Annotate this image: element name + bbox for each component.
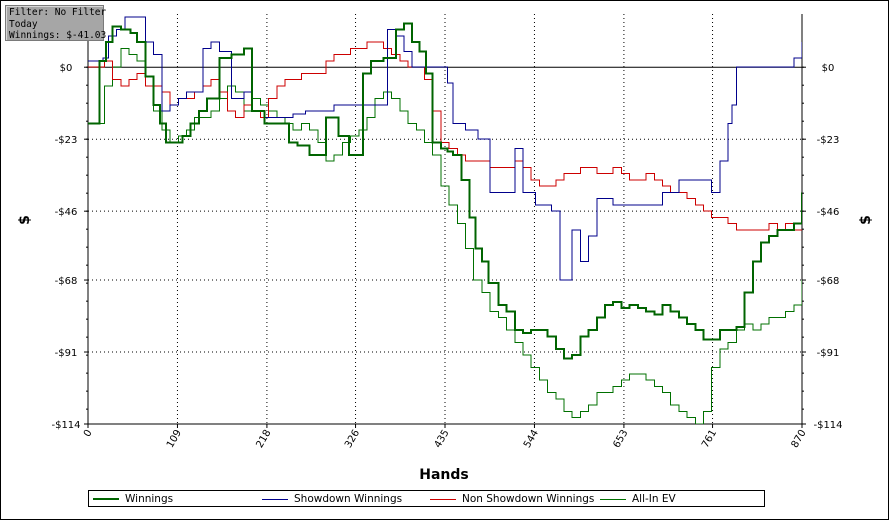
y-tick-label-right: -$68 (817, 276, 840, 287)
axes (84, 14, 806, 428)
y-tick-label-right: $0 (822, 63, 835, 74)
series-lines (88, 16, 802, 424)
legend-item-allin-ev: All-In EV (600, 492, 676, 506)
series-line-all-in-ev (88, 47, 802, 424)
period-label: Today (9, 18, 38, 30)
y-tick-label-right: -$114 (813, 420, 842, 431)
tick-labels: 0 109 218 326 435 544 653 761 870 $0 $0 -$23 -$23 -$4… (51, 63, 842, 450)
x-tick-label: 653 (611, 428, 630, 450)
legend-label-non-showdown: Non Showdown Winnings (462, 493, 595, 505)
x-tick-label: 109 (165, 428, 184, 450)
y-tick-label-left: -$23 (55, 135, 78, 146)
legend-swatch-showdown (262, 498, 288, 500)
legend-label-winnings: Winnings (125, 493, 174, 505)
y-tick-label-left: -$91 (55, 348, 78, 359)
filter-label: Filter: No Filter (9, 7, 107, 18)
y-tick-label-right: -$46 (817, 207, 840, 218)
legend-swatch-non-showdown (430, 498, 456, 500)
y-tick-label-right: -$23 (817, 135, 840, 146)
legend-label-allin-ev: All-In EV (632, 493, 676, 505)
legend-swatch-allin-ev (600, 498, 626, 500)
y-axis-label-left: $ (17, 215, 33, 225)
y-tick-label-left: $0 (60, 63, 73, 74)
y-tick-label-left: -$114 (51, 420, 80, 431)
x-axis-label: Hands (419, 467, 469, 483)
chart-legend: Winnings Showdown Winnings Non Showdown … (88, 490, 765, 507)
x-tick-label: 326 (343, 428, 362, 450)
x-tick-label: 544 (522, 428, 541, 450)
series-line-winnings (88, 22, 802, 360)
y-tick-label-right: -$91 (817, 348, 840, 359)
x-tick-label: 0 (82, 428, 95, 439)
x-tick-label: 218 (254, 428, 273, 450)
y-tick-label-left: -$68 (55, 276, 78, 287)
legend-item-showdown: Showdown Winnings (262, 492, 402, 506)
x-tick-label: 870 (790, 428, 809, 450)
series-line-showdown-winnings (88, 16, 802, 281)
grid (88, 14, 802, 424)
legend-item-winnings: Winnings (93, 492, 173, 506)
x-tick-label: 435 (433, 428, 452, 450)
x-tick-label: 761 (700, 428, 719, 450)
winnings-summary: Winnings: $-41.03 (9, 30, 107, 41)
y-axis-label-right: $ (858, 215, 874, 225)
legend-item-non-showdown: Non Showdown Winnings (430, 492, 594, 506)
filter-info-box: Filter: No Filter Today Winnings: $-41.0… (5, 5, 107, 41)
legend-swatch-winnings (93, 498, 119, 500)
y-tick-label-left: -$46 (55, 207, 78, 218)
legend-label-showdown: Showdown Winnings (294, 493, 403, 505)
